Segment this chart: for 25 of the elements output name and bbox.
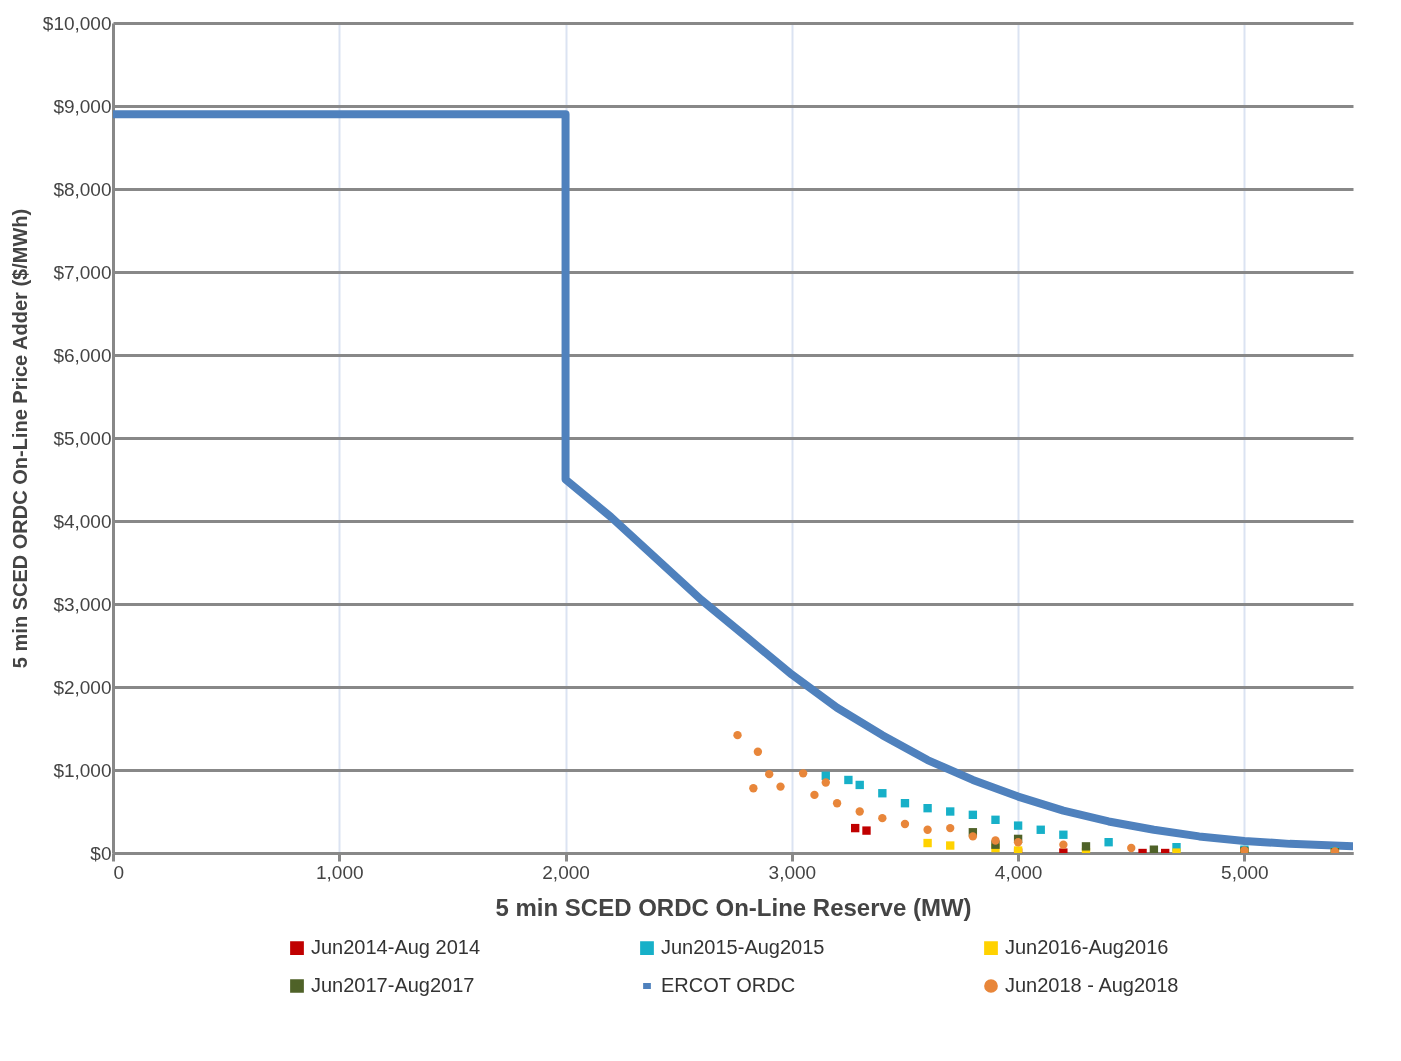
x-tick-label: 2,000 [542,861,590,883]
legend-label: Jun2018 - Aug2018 [1005,974,1179,996]
y-tick-label: $9,000 [53,95,112,117]
y-tick-label: $2,000 [53,676,112,698]
y-tick-label: $0 [90,842,112,864]
x-tick-label: 3,000 [768,861,817,883]
legend-label: Jun2016-Aug2016 [1005,936,1169,959]
legend-label: Jun2017-Aug2017 [311,974,475,996]
legend-label: Jun2014-Aug 2014 [311,936,481,959]
y-tick-label: $4,000 [53,510,112,532]
y-tick-label: $10,000 [42,12,112,34]
x-tick-label: 4,000 [994,861,1043,883]
x-tick-label: 5,000 [1221,861,1269,883]
y-tick-label: $1,000 [53,759,112,781]
x-tick-label: 1,000 [316,861,364,883]
legend-label: ERCOT ORDC [661,974,796,996]
y-tick-label: $5,000 [53,427,112,449]
y-tick-label: $6,000 [53,344,112,366]
x-axis-title: 5 min SCED ORDC On-Line Reserve (MW) [495,893,972,921]
y-tick-label: $7,000 [53,261,112,283]
y-axis-title: 5 min SCED ORDC On-Line Price Adder ($/MWh) [8,208,31,669]
x-tick-label: 0 [113,861,125,883]
y-tick-label: $3,000 [53,593,112,615]
legend-label: Jun2015-Aug2015 [661,936,825,959]
y-tick-label: $8,000 [53,178,112,200]
